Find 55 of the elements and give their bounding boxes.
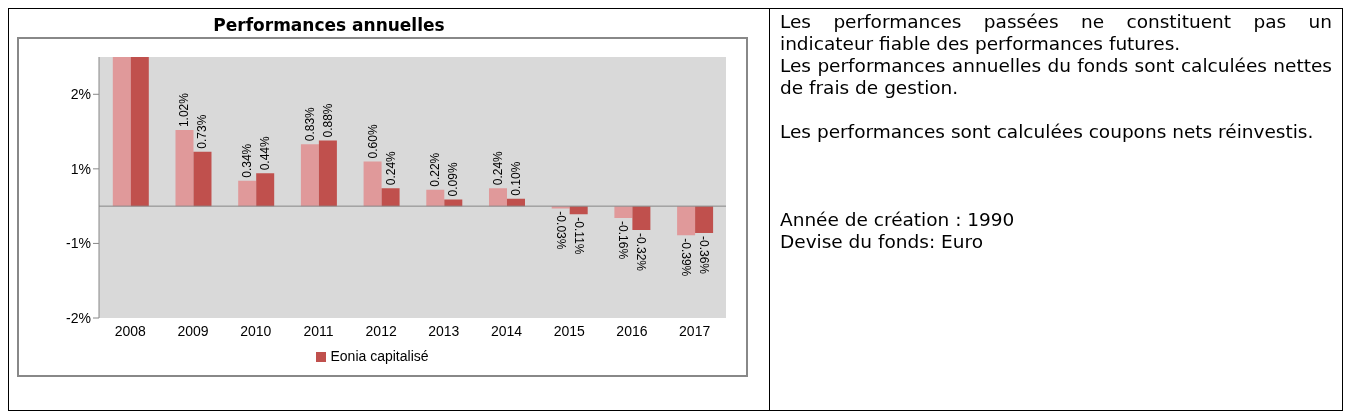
bar	[426, 189, 445, 207]
bar	[130, 57, 149, 207]
bar	[488, 188, 507, 207]
data-label: 0.83%	[302, 106, 317, 142]
x-tick-label: 2013	[428, 322, 460, 339]
text: Les performances annuelles du fonds sont calculées nettes de frais de gestion.	[780, 55, 1332, 99]
data-label: 0.88%	[320, 103, 335, 138]
data-label: 0.44%	[258, 135, 273, 171]
x-tick-label: 2014	[490, 322, 523, 339]
y-tick-label: 1%	[70, 160, 91, 177]
data-label: 1.02%	[177, 92, 192, 128]
bar	[256, 173, 275, 207]
chart-title: Performances annuelles	[212, 14, 446, 37]
x-tick-label: 2015	[553, 322, 586, 339]
data-label: -0.39%	[679, 238, 694, 277]
legend-label: Eonia capitalisé	[330, 348, 429, 364]
bar	[381, 188, 400, 207]
x-tick-label: 2011	[303, 322, 334, 339]
data-label: 0.24%	[383, 150, 398, 186]
x-tick-label: 2012	[365, 322, 397, 339]
y-tick-label: -1%	[66, 235, 91, 252]
bar	[300, 144, 319, 207]
bar	[363, 161, 382, 207]
text: Devise du fonds: Euro	[780, 231, 984, 253]
bar	[193, 151, 212, 207]
bar	[614, 206, 633, 219]
data-label: 0.24%	[490, 150, 505, 186]
bar	[695, 206, 714, 233]
data-label: 0.22%	[428, 152, 443, 187]
x-tick-label: 2009	[177, 322, 209, 339]
text: Année de création : 1990	[780, 209, 1016, 231]
x-tick-label: 2016	[616, 322, 648, 339]
bar	[677, 206, 696, 236]
bar	[632, 206, 651, 231]
bar	[175, 130, 194, 207]
text: Les performances sont calculées coupons nets réinvestis.	[780, 121, 1315, 143]
data-label: -0.16%	[616, 221, 631, 260]
data-label: 0.73%	[195, 114, 210, 149]
x-tick-label: 2017	[679, 322, 711, 339]
x-tick-label: 2010	[240, 322, 272, 339]
bar	[318, 140, 337, 207]
data-label: -0.32%	[634, 233, 649, 272]
y-tick-label: 2%	[70, 86, 91, 103]
x-tick-label: 2008	[114, 322, 147, 339]
y-tick-label: -2%	[66, 309, 91, 326]
data-label: 0.60%	[365, 124, 380, 159]
data-label: 0.09%	[446, 162, 461, 197]
data-label: 0.10%	[508, 161, 523, 196]
text: Les performances passées ne constituent pas un indicateur fiable des performances futures.	[780, 11, 1332, 55]
bar	[112, 57, 131, 207]
data-label: -0.03%	[553, 211, 568, 250]
data-label: -0.11%	[571, 217, 586, 255]
data-label: -0.36%	[697, 235, 712, 275]
bar	[238, 180, 257, 207]
data-label: 0.34%	[240, 143, 255, 178]
